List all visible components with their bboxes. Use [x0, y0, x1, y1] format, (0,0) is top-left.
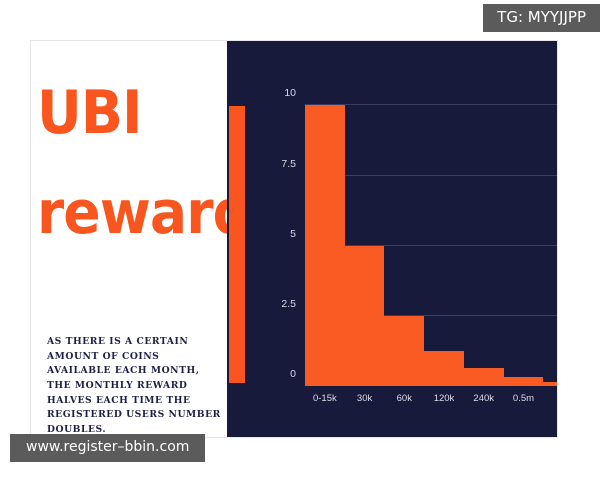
x-axis-tick-label: 0.5m	[512, 393, 535, 404]
body-copy: As there is a certain amount of coins av…	[47, 336, 221, 435]
y-axis-tick-label: 0	[290, 368, 296, 380]
bar-slot	[503, 83, 544, 386]
telegram-watermark-badge: TG: MYYJJPP	[483, 4, 600, 32]
y-axis-tick-label: 5	[290, 227, 296, 240]
bar-slot	[305, 83, 345, 386]
bar-series	[305, 83, 557, 386]
bar-0.5m	[503, 377, 544, 386]
x-axis-tick-label: 120k	[433, 393, 455, 404]
infographic-card: UBI reward As there is a certain amount …	[30, 40, 558, 438]
bar-60k	[384, 315, 425, 386]
y-axis-tick-label: 10	[284, 87, 296, 100]
bar-slot	[543, 83, 557, 386]
bar-slot	[344, 83, 385, 386]
bar-slot	[384, 83, 425, 386]
chart-panel: 0 2.5 5 7.5 10 0-15k 30k 60k 120k 240k 0.5m 1m	[227, 41, 558, 437]
x-axis-tick-label: 240k	[473, 393, 495, 404]
x-axis-tick-label: 1m	[543, 386, 558, 404]
page-title: UBI reward	[37, 63, 252, 263]
headline-line-2: reward	[37, 178, 252, 248]
bar-slot	[424, 83, 464, 386]
x-axis-tick-labels: 0-15k 30k 60k 120k 240k 0.5m 1m	[305, 386, 558, 404]
bar-slot	[463, 83, 504, 386]
x-axis-tick-label: 30k	[356, 393, 373, 404]
accent-bar-decoration	[229, 106, 245, 383]
url-watermark-badge: www.register–bbin.com	[10, 434, 206, 462]
bar-0-15k	[305, 105, 345, 386]
bar-120k	[424, 350, 464, 386]
bar-30k	[344, 245, 385, 386]
left-text-column: UBI reward As there is a certain amount …	[31, 41, 252, 437]
x-axis-tick-label: 0-15k	[312, 393, 337, 404]
plot-area: 0 2.5 5 7.5 10	[281, 83, 557, 386]
bar-1m	[543, 381, 557, 386]
headline-line-1: UBI	[37, 78, 143, 148]
bar-240k	[463, 368, 504, 386]
x-axis-tick-label: 60k	[396, 393, 412, 404]
y-axis-tick-label: 7.5	[281, 157, 296, 170]
y-axis-tick-label: 2.5	[281, 297, 296, 310]
